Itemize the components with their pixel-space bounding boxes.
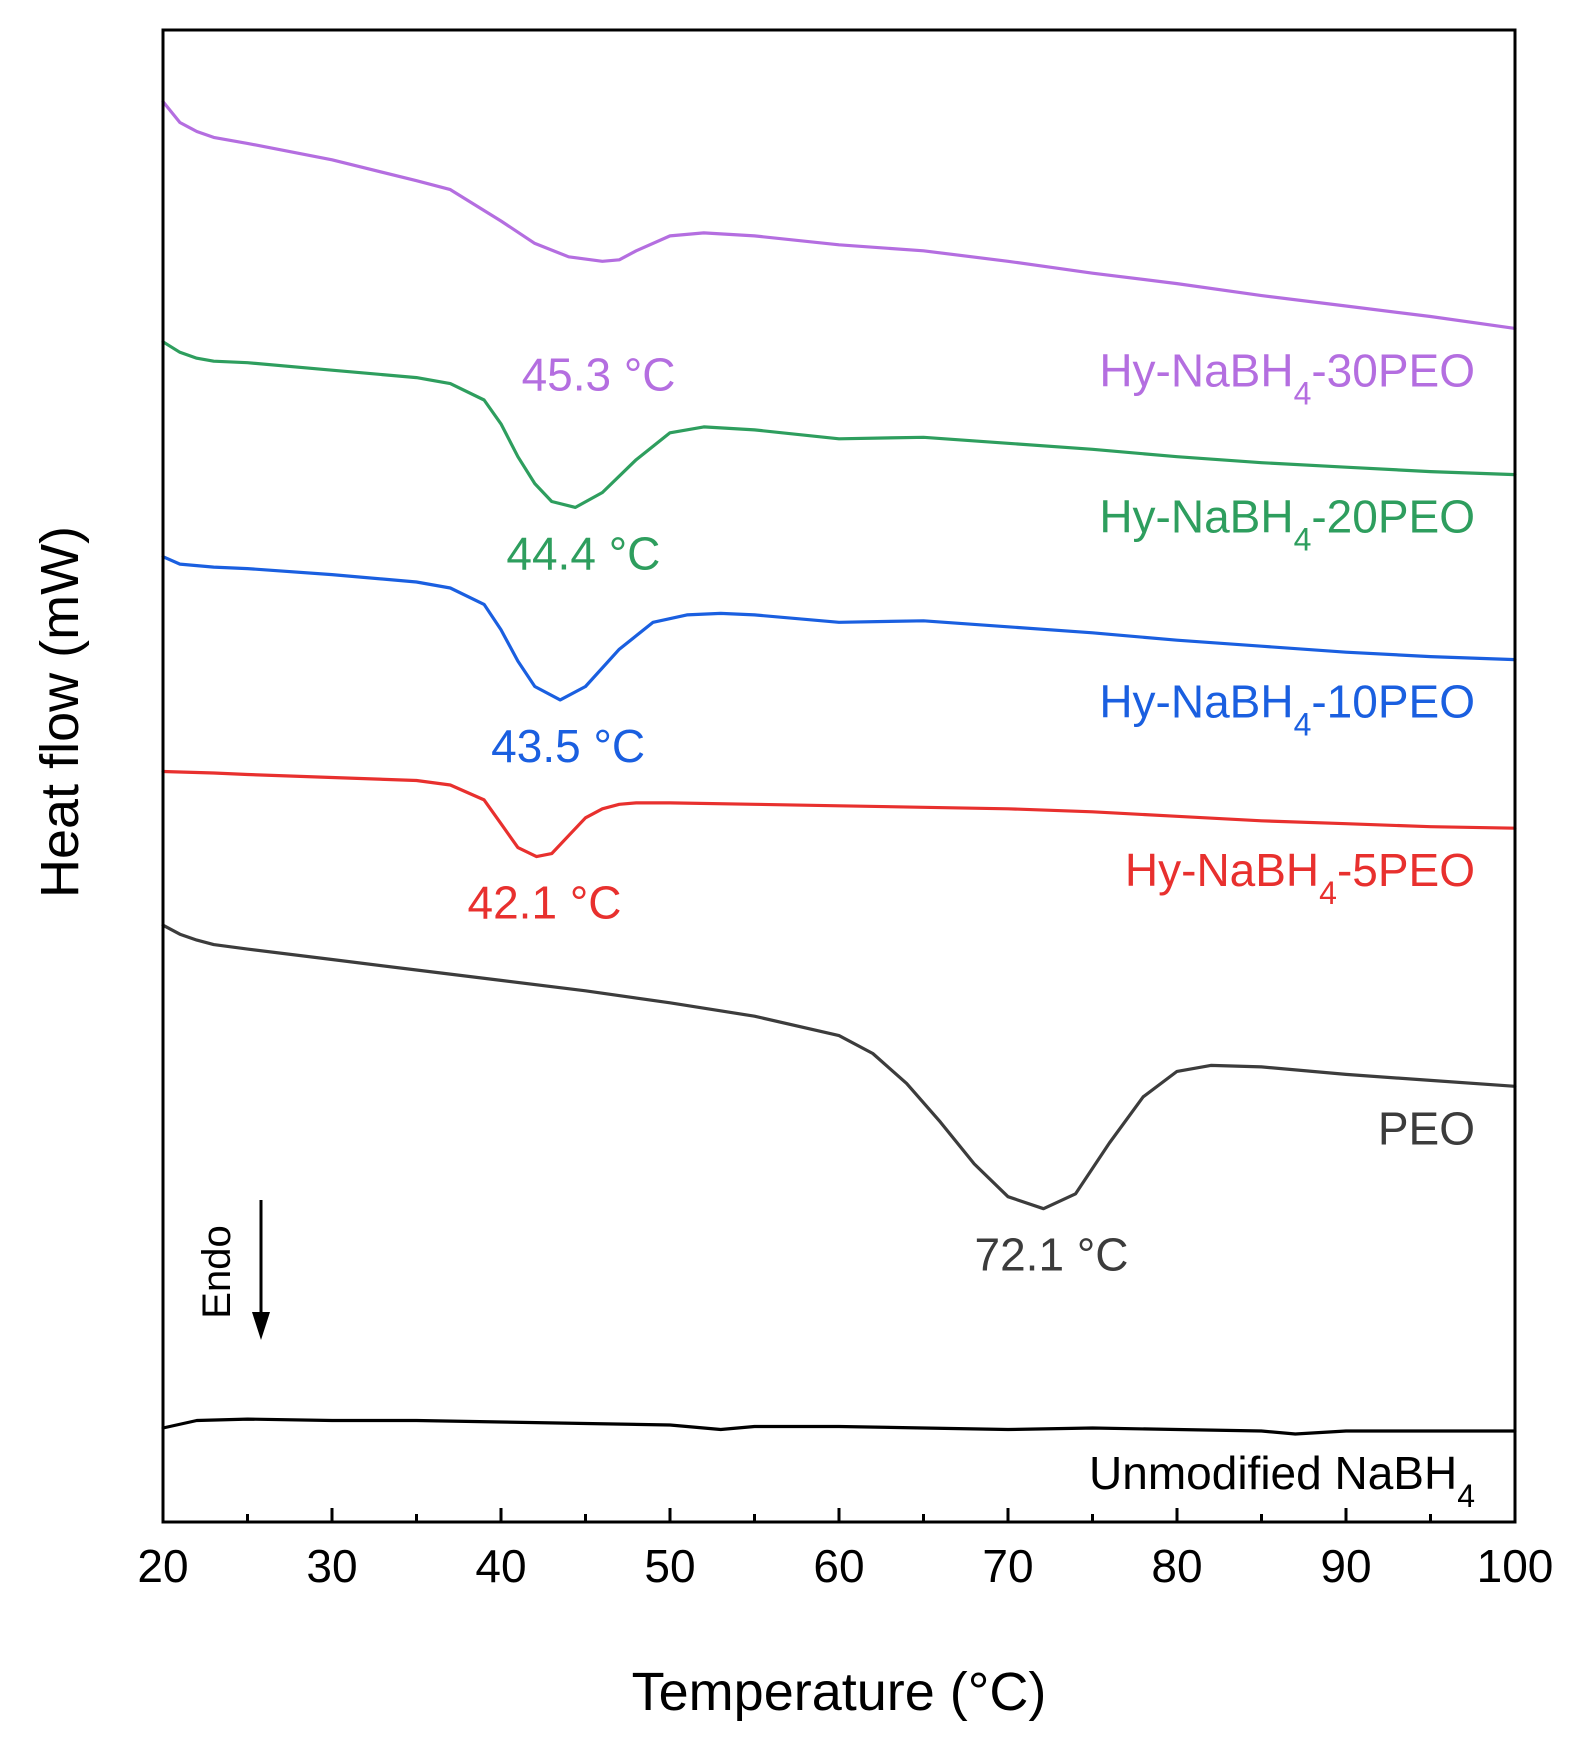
series-label: Hy-NaBH4-5PEO: [1125, 844, 1475, 911]
x-tick-label: 40: [475, 1540, 526, 1592]
endo-annotation: Endo: [195, 1200, 270, 1340]
x-axis-tick-labels: 20 30 40 50 60 70 80 90 100: [137, 1540, 1553, 1592]
x-tick-label: 70: [982, 1540, 1033, 1592]
peak-label: 42.1 °C: [468, 877, 622, 929]
series-label: PEO: [1378, 1102, 1475, 1154]
series-label: Hy-NaBH4-10PEO: [1099, 676, 1475, 743]
curves-layer: [161, 100, 1517, 1436]
series-label: Hy-NaBH4-30PEO: [1099, 344, 1475, 411]
x-tick-label: 30: [306, 1540, 357, 1592]
series-line-hy-nabh4-20peo: [161, 340, 1517, 509]
x-tick-label: 20: [137, 1540, 188, 1592]
series-line-hy-nabh4-30peo: [161, 100, 1517, 330]
x-axis-ticks: [161, 1508, 1517, 1522]
x-tick-label: 100: [1477, 1540, 1554, 1592]
series-labels: Hy-NaBH4-30PEO Hy-NaBH4-20PEO Hy-NaBH4-10P…: [1089, 344, 1475, 1514]
series-label: Hy-NaBH4-20PEO: [1099, 491, 1475, 558]
series-line-hy-nabh4-10peo: [161, 555, 1517, 702]
peak-labels: 45.3 °C 44.4 °C 43.5 °C 42.1 °C 72.1 °C: [468, 348, 1129, 1280]
x-tick-label: 80: [1151, 1540, 1202, 1592]
peak-label: 72.1 °C: [975, 1229, 1129, 1281]
peak-label: 44.4 °C: [506, 527, 660, 579]
x-axis-title: Temperature (°C): [632, 1662, 1047, 1722]
y-axis-title: Heat flow (mW): [30, 526, 90, 898]
x-tick-label: 50: [644, 1540, 695, 1592]
x-tick-label: 90: [1320, 1540, 1371, 1592]
series-line-peo: [161, 923, 1517, 1211]
x-tick-label: 60: [813, 1540, 864, 1592]
peak-label: 45.3 °C: [522, 348, 676, 400]
series-line-hy-nabh4-5peo: [161, 769, 1517, 859]
endo-label: Endo: [195, 1225, 239, 1318]
series-line-unmodified-nabh4: [161, 1417, 1517, 1436]
peak-label: 43.5 °C: [491, 720, 645, 772]
series-label: Unmodified NaBH4: [1089, 1447, 1475, 1514]
endo-arrow-head: [252, 1312, 270, 1340]
